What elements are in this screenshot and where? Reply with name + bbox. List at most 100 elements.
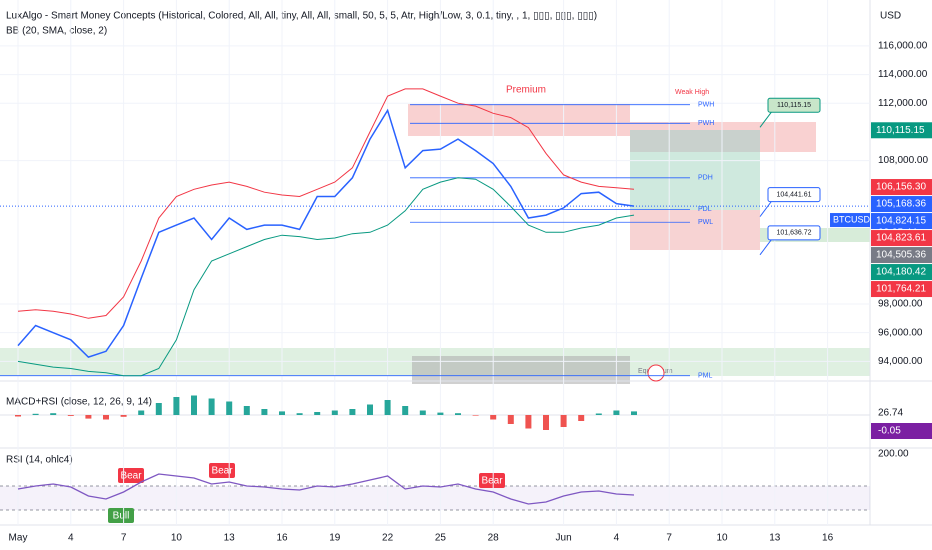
macd-bar: [103, 415, 109, 420]
y-tick-label: 96,000.00: [878, 327, 923, 338]
macd-bar: [560, 415, 567, 427]
level-label: PWL: [698, 219, 713, 226]
indicator-title: LuxAlgo - Smart Money Concepts (Historic…: [6, 11, 597, 22]
rsi-tick: 200.00: [878, 449, 909, 460]
x-tick-label: May: [9, 533, 28, 544]
callout-label: 104,441.61: [776, 191, 811, 198]
macd-value-box: [871, 423, 932, 439]
x-tick-label: 25: [435, 533, 447, 544]
equilibrium-zone: [412, 356, 630, 384]
bear-badge: [118, 468, 144, 483]
macd-bar: [15, 415, 21, 417]
bear-badge: [479, 473, 505, 488]
macd-bar: [455, 413, 461, 415]
x-tick-label: Jun: [556, 533, 572, 544]
bb-upper: [17, 88, 635, 319]
x-tick-label: 16: [822, 533, 834, 544]
bear-text: Bear: [481, 476, 503, 487]
x-tick-label: 22: [382, 533, 394, 544]
macd-bar: [243, 406, 250, 415]
x-tick-label: 7: [121, 533, 127, 544]
price-label: 106,156.30: [876, 182, 926, 193]
macd-bar: [631, 411, 637, 415]
macd-bar: [472, 415, 479, 416]
price-label-box: [871, 179, 932, 196]
callout-box: [767, 225, 821, 241]
callout-box: [767, 187, 821, 203]
bb-lower: [17, 177, 635, 377]
macd-bar: [437, 412, 444, 415]
y-tick-label: 114,000.00: [878, 69, 928, 80]
y-tick-label: 116,000.00: [878, 41, 928, 52]
price-label: 104,180.42: [876, 267, 926, 278]
logo-icon: [647, 364, 665, 382]
price-label: 110,115.15: [876, 125, 925, 136]
macd-bar: [138, 410, 145, 415]
price-label: 105,168.36: [876, 199, 926, 210]
macd-bar: [314, 412, 321, 415]
macd-bar: [525, 415, 532, 429]
macd-bar: [578, 415, 585, 421]
weak-high-label: Weak High: [675, 89, 709, 96]
x-tick-label: 28: [488, 533, 500, 544]
macd-bar: [384, 400, 391, 415]
bull-badge: [108, 508, 134, 523]
price-label: 104,823.61: [876, 233, 926, 244]
macd-bar: [331, 410, 338, 415]
premium-zone: [408, 104, 630, 136]
price-line: [17, 108, 635, 358]
y-tick-label: 98,000.00: [878, 299, 923, 310]
stop-zone: [630, 210, 760, 250]
rsi-title: RSI (14, ohlc4): [6, 455, 73, 466]
currency: USD: [880, 11, 901, 22]
x-tick-label: 4: [614, 533, 620, 544]
overlap-zone: [630, 130, 760, 152]
price-label-box: [871, 122, 932, 139]
price-label-box: [871, 196, 932, 213]
bb-title: BB (20, SMA, close, 2): [6, 26, 107, 37]
macd-bar: [226, 401, 233, 415]
price-label-box: [871, 247, 932, 264]
macd-bar: [208, 398, 215, 415]
macd-bar: [543, 415, 549, 430]
macd-bar: [173, 397, 180, 415]
macd-bar: [155, 403, 162, 415]
price-label-box: [871, 230, 932, 247]
macd-bar: [507, 415, 514, 424]
level-label: PDH: [698, 175, 713, 182]
price-label: 104,505.36: [876, 250, 926, 261]
macd-bar: [490, 415, 497, 420]
callout-pointer: [759, 200, 773, 217]
macd-bar: [50, 413, 57, 415]
rsi-band-fill: [0, 486, 870, 510]
macd-value: 26.74: [878, 408, 903, 419]
symbol-label: BTCUSD: [833, 214, 871, 224]
callout-pointer: [759, 238, 773, 256]
macd-bar: [261, 409, 268, 415]
price-label-box: [871, 213, 932, 230]
bear-text: Bear: [120, 471, 142, 482]
x-tick-label: 10: [171, 533, 183, 544]
price-label: 101,764.21: [876, 284, 926, 295]
callout-label: 110,115.15: [777, 102, 811, 109]
level-label: PDL: [698, 206, 712, 213]
macd-bar: [367, 404, 373, 415]
x-tick-label: 16: [276, 533, 288, 544]
x-tick-label: 4: [68, 533, 74, 544]
price-label-box: [871, 281, 932, 298]
bear-badge: [209, 463, 235, 478]
macd-title: MACD+RSI (close, 12, 26, 9, 14): [6, 397, 152, 408]
premium-label: Premium: [506, 85, 546, 96]
x-tick-label: 13: [769, 533, 781, 544]
macd-value-box: [871, 405, 932, 421]
macd-bar: [595, 413, 602, 415]
macd-bar: [85, 415, 92, 419]
y-tick-label: 94,000.00: [878, 356, 923, 367]
macd-bar: [32, 413, 39, 415]
price-label-box: [871, 264, 932, 281]
y-tick-label: 112,000.00: [878, 98, 928, 109]
macd-bar: [191, 395, 197, 415]
level-label: PWH: [698, 102, 714, 109]
